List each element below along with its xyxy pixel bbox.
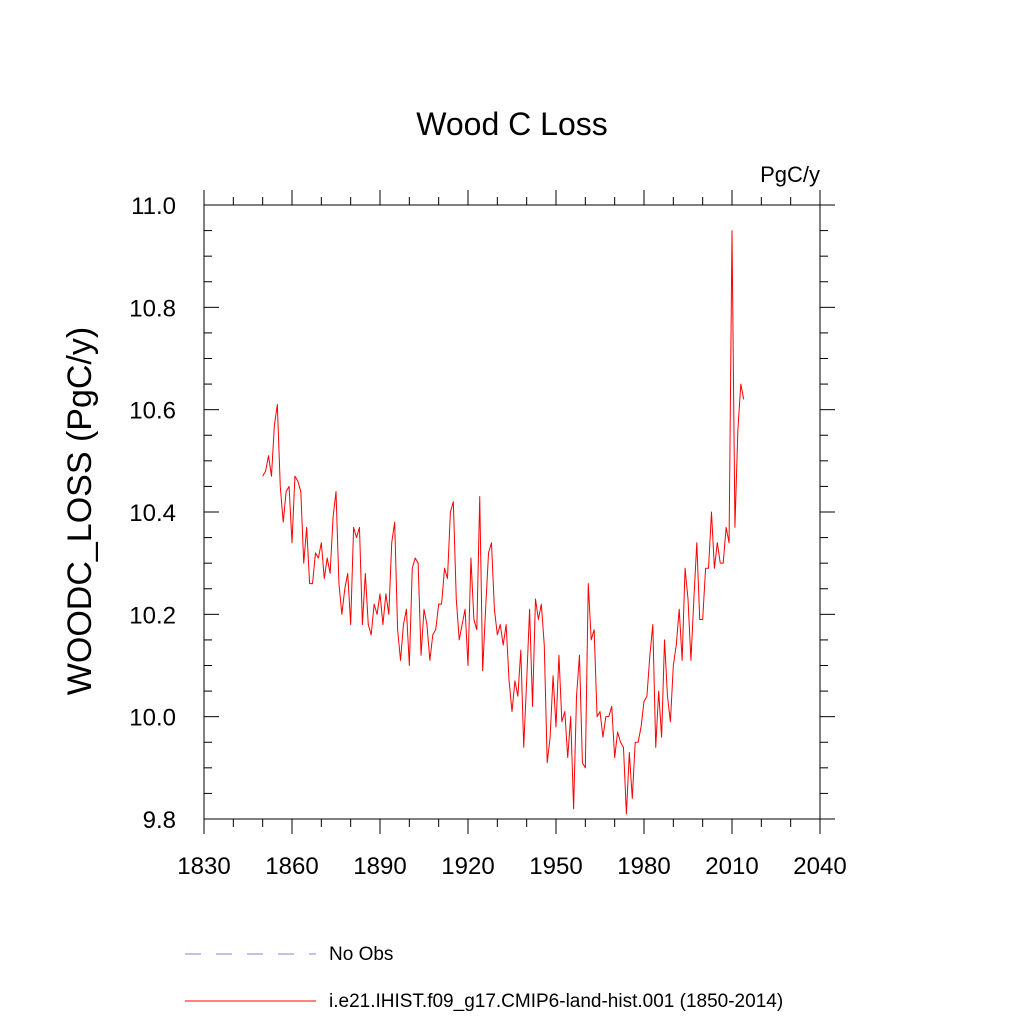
legend: No Obs i.e21.IHIST.f09_g17.CMIP6-land-hi… [185,944,783,1012]
legend-label-no-obs: No Obs [329,944,393,965]
x-tick-label-1890: 1890 [353,853,406,880]
series-layer [262,230,745,815]
y-tick-label-9.8: 9.8 [143,807,176,834]
x-tick-label-1920: 1920 [441,853,494,880]
plot-frame [203,204,821,820]
y-tick-label-10.2: 10.2 [129,602,176,629]
y-tick-label-10.6: 10.6 [129,398,176,425]
legend-label-model: i.e21.IHIST.f09_g17.CMIP6-land-hist.001 … [329,991,783,1012]
x-tick-label-2010: 2010 [705,853,758,880]
y-axis-label: WOODC_LOSS (PgC/y) [61,327,99,695]
series-line-0 [262,230,745,815]
x-tick-label-2040: 2040 [793,853,846,880]
y-tick-label-10.0: 10.0 [129,705,176,732]
x-tick-label-1950: 1950 [529,853,582,880]
chart-title: Wood C Loss [416,106,608,142]
x-tick-label-1830: 1830 [177,853,230,880]
y-tick-label-10.8: 10.8 [129,295,176,322]
y-tick-label-10.4: 10.4 [129,500,176,527]
x-tick-label-1980: 1980 [617,853,670,880]
y-tick-label-11.0: 11.0 [131,193,176,220]
axis-tick-labels: 1830 1860 1890 1920 1950 1980 2010 2040 9.8 10.0 1… [129,193,846,880]
x-tick-label-1860: 1860 [265,853,318,880]
plot-border [203,204,821,820]
axis-ticks [203,190,835,834]
units-label: PgC/y [760,162,820,187]
